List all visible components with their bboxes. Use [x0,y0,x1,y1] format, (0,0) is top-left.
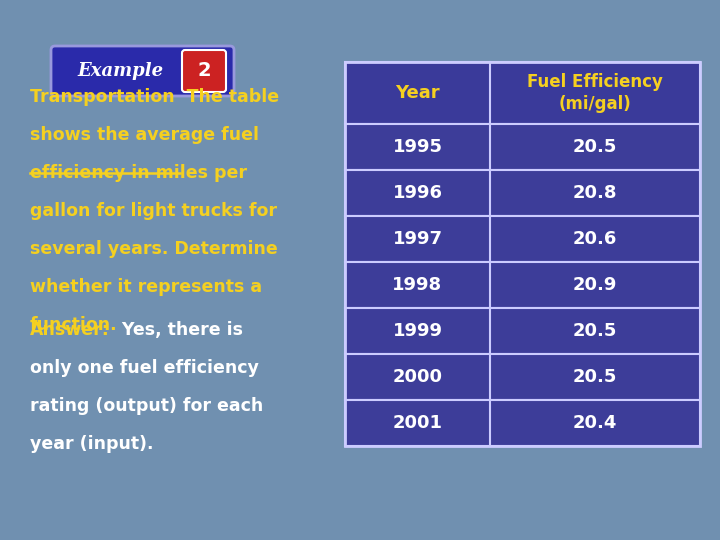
Text: gallon for light trucks for: gallon for light trucks for [30,202,277,220]
Text: shows the average fuel: shows the average fuel [30,126,259,144]
Text: only one fuel efficiency: only one fuel efficiency [30,359,259,377]
Bar [345,354,700,400]
Text: Answer:: Answer: [30,321,110,339]
Text: Yes, there is: Yes, there is [110,321,243,339]
Text: several years. Determine: several years. Determine [30,240,278,258]
Text: year (input).: year (input). [30,435,153,453]
Bar [345,400,700,446]
Bar [345,62,700,124]
Bar [345,62,700,446]
Text: 1996: 1996 [392,184,443,202]
Text: 20.6: 20.6 [573,230,617,248]
Text: Example: Example [77,62,163,80]
Text: Year: Year [395,84,440,102]
Text: 1998: 1998 [392,276,443,294]
Bar [345,262,700,308]
Text: function.: function. [30,316,117,334]
Text: 20.9: 20.9 [573,276,617,294]
Text: efficiency in miles per: efficiency in miles per [30,164,247,182]
FancyBboxPatch shape [182,50,226,92]
Bar [345,124,700,170]
Text: 20.8: 20.8 [572,184,617,202]
Text: rating (output) for each: rating (output) for each [30,397,264,415]
Text: 2000: 2000 [392,368,443,386]
Text: 2: 2 [197,62,211,80]
Text: 1995: 1995 [392,138,443,156]
Bar [345,308,700,354]
Text: 1999: 1999 [392,322,443,340]
Text: 20.5: 20.5 [573,368,617,386]
Bar [345,170,700,216]
Text: 20.5: 20.5 [573,322,617,340]
Bar [345,216,700,262]
Text: 20.5: 20.5 [573,138,617,156]
Text: whether it represents a: whether it represents a [30,278,262,296]
Text: 20.4: 20.4 [573,414,617,432]
FancyBboxPatch shape [51,46,234,96]
Text: Transportation  The table: Transportation The table [30,88,279,106]
Text: 2001: 2001 [392,414,443,432]
Text: Fuel Efficiency
(mi/gal): Fuel Efficiency (mi/gal) [527,73,663,113]
Text: 1997: 1997 [392,230,443,248]
